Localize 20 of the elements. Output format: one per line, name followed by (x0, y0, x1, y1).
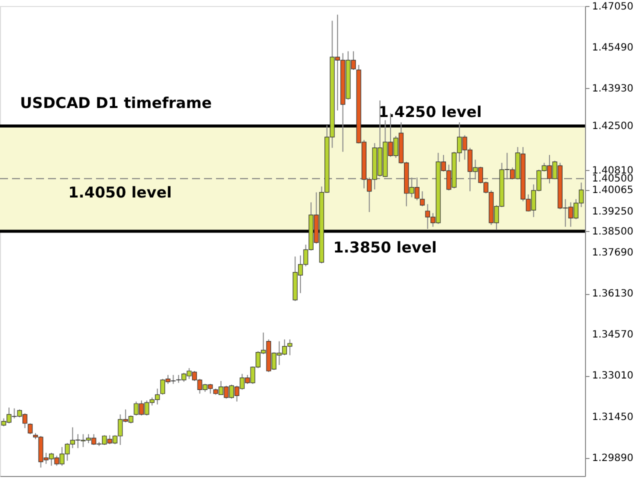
y-tick-label: 1.38500 (592, 226, 634, 238)
candlestick (420, 190, 425, 207)
y-tick-label: 1.40065 (592, 185, 634, 196)
y-tick-label: 1.43930 (592, 83, 634, 94)
y-tick-label: 1.47050 (592, 1, 634, 12)
y-tick-label: 1.31450 (592, 412, 634, 423)
y-tick-label: 1.45490 (592, 42, 634, 54)
y-tick-label: 1.33010 (592, 370, 634, 382)
y-tick-label: 1.37690 (592, 248, 634, 259)
ref-line-label: 1.4250 level (378, 103, 482, 121)
text: USDCAD D1 timeframe (20, 94, 212, 112)
y-tick-label: 1.29890 (592, 452, 634, 464)
ref-line-label: 1.4050 level (68, 184, 172, 202)
y-tick-label: 1.36130 (592, 288, 634, 300)
candlestick (28, 422, 33, 435)
y-tick-label: 1.40500 (592, 174, 634, 185)
ref-line-label: 1.3850 level (333, 238, 437, 256)
y-tick-label: 1.34570 (592, 330, 634, 341)
y-tick-label: 1.39250 (592, 206, 634, 218)
y-tick-label: 1.42500 (592, 121, 634, 132)
